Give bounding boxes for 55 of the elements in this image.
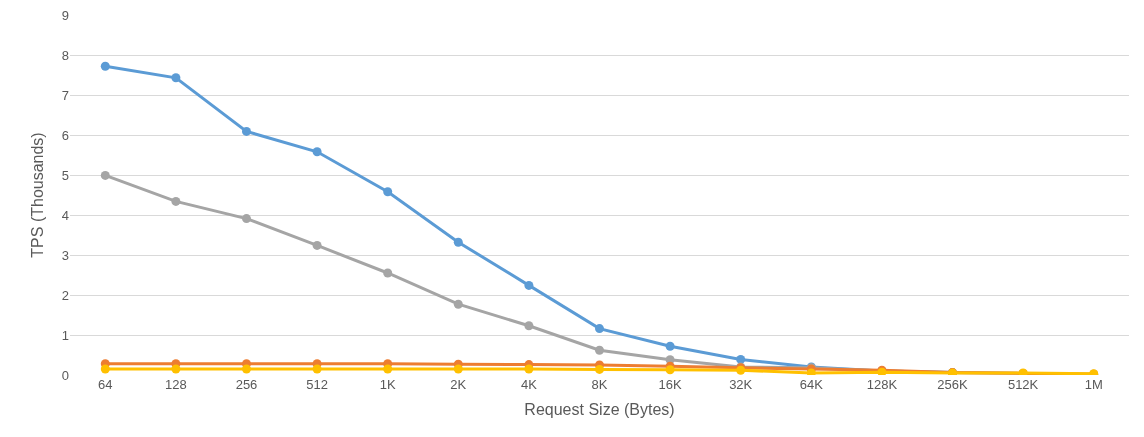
point — [806, 368, 816, 375]
y-tick-label: 8 — [61, 47, 69, 63]
x-tick-label: 64K — [799, 377, 824, 392]
x-axis-title: Request Size (Bytes) — [524, 400, 675, 418]
point — [312, 147, 322, 157]
point — [100, 61, 110, 71]
point — [453, 364, 463, 374]
point — [312, 240, 322, 250]
y-tick-label: 6 — [61, 127, 69, 143]
point — [595, 364, 604, 374]
point — [453, 237, 463, 247]
point — [665, 365, 675, 375]
x-tick-label: 16K — [658, 377, 682, 392]
x-tick-label: 128K — [866, 377, 898, 392]
point — [242, 126, 251, 136]
point — [383, 268, 393, 278]
x-tick-label: 1M — [1084, 377, 1103, 392]
x-tick-label: 2K — [450, 377, 467, 392]
x-tick-label: 512 — [306, 377, 328, 392]
point — [524, 321, 534, 331]
point — [524, 280, 534, 290]
point — [312, 364, 322, 374]
point — [383, 364, 393, 374]
x-tick-label: 1K — [379, 377, 396, 392]
y-tick-label: 4 — [61, 207, 69, 223]
x-tick-label: 64 — [98, 377, 113, 392]
x-tick-label: 8K — [591, 377, 608, 392]
y-tick-label: 5 — [61, 167, 69, 183]
point — [524, 364, 534, 374]
point — [595, 324, 604, 334]
x-tick-label: 32K — [729, 377, 753, 392]
x-tick-label: 256 — [235, 377, 258, 392]
point — [383, 187, 393, 197]
x-tick-label: 512K — [1007, 377, 1039, 392]
point — [736, 354, 746, 364]
y-axis-title: TPS (Thousands) — [28, 132, 46, 258]
x-tick-label: 256K — [937, 377, 968, 392]
y-tick-label: 9 — [61, 7, 69, 23]
point — [665, 341, 675, 351]
y-tick-label: 7 — [61, 87, 69, 103]
y-tick-label: 0 — [61, 367, 69, 383]
y-tick-label: 1 — [61, 327, 69, 343]
y-tick-label: 3 — [61, 247, 69, 263]
point — [100, 170, 110, 180]
y-tick-label: 2 — [61, 287, 69, 303]
point — [453, 299, 463, 309]
point — [595, 345, 604, 355]
point — [171, 196, 181, 206]
point — [171, 73, 181, 83]
point — [242, 364, 251, 374]
point — [242, 214, 251, 224]
x-tick-label: 128 — [165, 377, 187, 392]
x-tick-label: 4K — [520, 377, 538, 392]
point — [100, 364, 110, 374]
point — [171, 364, 181, 374]
